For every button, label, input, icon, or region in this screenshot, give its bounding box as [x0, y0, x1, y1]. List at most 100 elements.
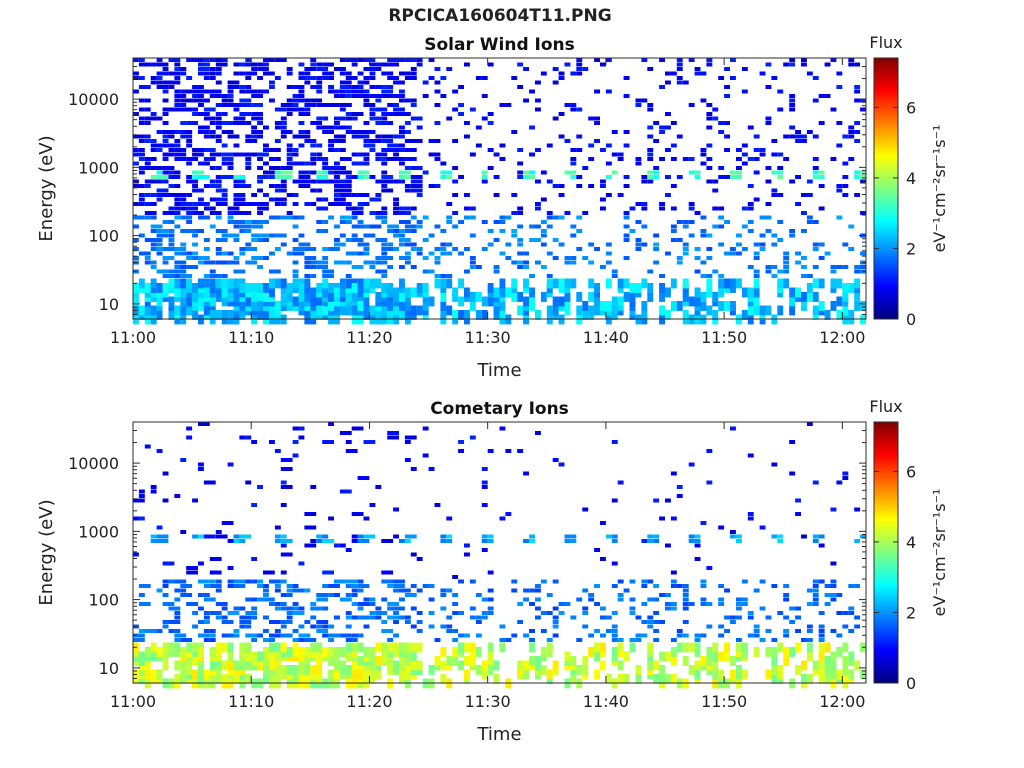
heatmap-cell [753, 134, 760, 139]
heatmap-cell [263, 570, 275, 575]
heatmap-cell [168, 296, 175, 307]
heatmap-cell [523, 597, 529, 602]
heatmap-cell [263, 58, 275, 62]
heatmap-cell [487, 642, 494, 653]
heatmap-cell [209, 584, 222, 588]
heatmap-cell [487, 534, 494, 539]
heatmap-cell [836, 278, 843, 289]
heatmap-cell [736, 170, 742, 175]
heatmap-cell [251, 597, 258, 602]
colorbar-tick-label: 2 [906, 603, 916, 622]
heatmap-cell [434, 121, 441, 125]
heatmap-cell [156, 58, 163, 62]
heatmap-cell [428, 58, 435, 62]
heatmap-cell [375, 193, 382, 197]
heatmap-cell [357, 615, 364, 620]
heatmap-cell [795, 139, 801, 143]
heatmap-cell [292, 629, 299, 633]
heatmap-cell [351, 265, 358, 269]
heatmap-cell [706, 233, 713, 238]
heatmap-cell [304, 98, 311, 103]
heatmap-cell [452, 211, 459, 215]
heatmap-cell [665, 80, 671, 85]
heatmap-cell [552, 606, 559, 611]
heatmap-cell [529, 629, 535, 633]
heatmap-cell [198, 130, 210, 134]
heatmap-cell [440, 76, 447, 80]
heatmap-cell [789, 233, 796, 238]
heatmap-cell [860, 251, 866, 256]
heatmap-cell [245, 134, 252, 139]
heatmap-cell [257, 651, 263, 662]
heatmap-cell [540, 647, 547, 657]
heatmap-cell [552, 238, 559, 242]
heatmap-cell [611, 633, 618, 638]
heatmap-cell [215, 71, 222, 76]
heatmap-cell [588, 157, 595, 161]
heatmap-cell [605, 251, 612, 256]
heatmap-cell [280, 202, 287, 206]
heatmap-cell [203, 206, 210, 211]
heatmap-cell [292, 269, 299, 274]
heatmap-cell [410, 552, 417, 557]
heatmap-cell [245, 58, 252, 62]
colorbar [873, 421, 899, 684]
heatmap-cell [162, 67, 169, 71]
heatmap-cell [517, 660, 524, 671]
heatmap-cell [393, 157, 405, 161]
heatmap-cell [203, 184, 210, 188]
heatmap-cell [659, 593, 665, 597]
heatmap-cell [458, 278, 464, 289]
heatmap-cell [812, 98, 819, 103]
heatmap-cell [310, 152, 317, 157]
plot-frame [132, 421, 867, 684]
heatmap-cell [771, 534, 778, 539]
heatmap-cell [245, 166, 252, 170]
heatmap-cell [410, 76, 417, 80]
heatmap-cell [647, 642, 654, 653]
heatmap-cell [446, 251, 453, 256]
heatmap-cell [475, 647, 482, 657]
heatmap-cell [339, 80, 352, 85]
heatmap-cell [144, 62, 151, 67]
heatmap-cell [428, 584, 435, 588]
heatmap-cell [753, 242, 760, 247]
heatmap-cell [251, 67, 258, 71]
heatmap-cell [269, 251, 275, 256]
panel-2: 11:00 11:10 11:20 11:30 11:40 11:50 12:0010100… [36, 397, 949, 745]
heatmap-cell [523, 471, 529, 476]
heatmap-cell [641, 310, 648, 320]
heatmap-cell [215, 166, 222, 170]
heatmap-cell [836, 184, 843, 188]
heatmap-cell [192, 310, 198, 320]
heatmap-cell [529, 125, 535, 130]
heatmap-cell [251, 103, 263, 107]
heatmap-cell [186, 143, 193, 148]
heatmap-cell [174, 629, 181, 633]
heatmap-cell [623, 211, 630, 215]
heatmap-cell [499, 215, 506, 220]
heatmap-cell [730, 530, 736, 534]
heatmap-cell [747, 611, 754, 615]
heatmap-cell [848, 584, 855, 588]
heatmap-cell [363, 602, 370, 606]
heatmap-cell [499, 278, 506, 289]
heatmap-cell [203, 256, 210, 260]
heatmap-cell [469, 651, 476, 662]
heatmap-cell [399, 58, 405, 62]
heatmap-cell [269, 233, 275, 238]
heatmap-cell [339, 107, 346, 112]
heatmap-cell [156, 143, 163, 148]
heatmap-cell [730, 247, 736, 251]
heatmap-cell [316, 620, 329, 624]
heatmap-cell [682, 633, 689, 638]
heatmap-cell [440, 94, 447, 98]
heatmap-cell [263, 193, 269, 197]
heatmap-cell [641, 539, 648, 543]
heatmap-cell [540, 170, 547, 175]
heatmap-cell [505, 256, 512, 260]
heatmap-cell [198, 647, 204, 657]
heatmap-cell [298, 170, 311, 175]
heatmap-cell [345, 611, 352, 615]
heatmap-cell [310, 606, 323, 611]
